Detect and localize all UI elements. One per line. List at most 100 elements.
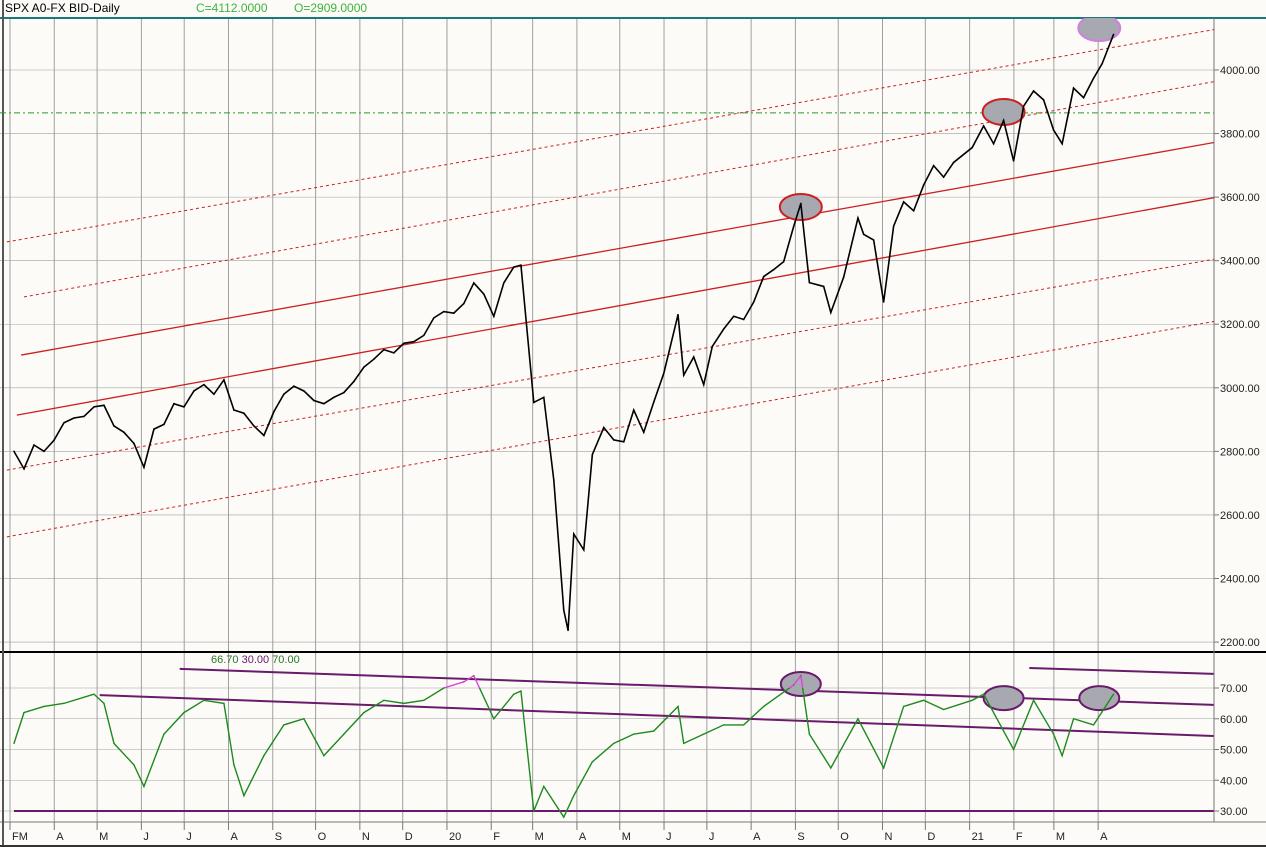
rsi-point [971, 699, 973, 701]
price-point [393, 352, 395, 354]
price-point [473, 282, 475, 284]
rsi-point [573, 794, 575, 797]
rsi-param-value: 66.70 [211, 654, 239, 666]
rsi-point [1112, 693, 1115, 695]
price-point [552, 479, 555, 481]
rsi-point [233, 764, 235, 766]
main-plot [0, 18, 1214, 632]
x-tick-label: A [579, 831, 587, 843]
rsi-point [763, 705, 765, 708]
price-point [1112, 33, 1115, 36]
rsi-point [1092, 724, 1095, 726]
price-point [13, 450, 15, 453]
rsi-point [473, 675, 475, 677]
rsi-point [223, 702, 225, 705]
price-point [830, 311, 832, 314]
x-tick-label: S [275, 831, 282, 843]
price-point [882, 301, 885, 303]
price-point [582, 549, 585, 551]
price-point [562, 609, 565, 612]
x-tick-label: N [885, 831, 893, 843]
rsi-point [1012, 748, 1015, 751]
x-tick-label: D [405, 831, 413, 843]
channel-dashed-line [6, 320, 1214, 538]
rsi-overbought-line [442, 673, 804, 688]
rsi-point [113, 742, 115, 745]
rsi-point [303, 718, 305, 720]
x-tick-label: FM [12, 831, 28, 843]
rsi-point [363, 711, 365, 714]
price-point [792, 225, 795, 228]
price-point [1101, 62, 1103, 65]
close-readout: C=4112.0000 [196, 1, 268, 15]
price-point [662, 372, 665, 375]
rsi-point [653, 730, 655, 732]
rsi-point [463, 681, 465, 683]
rsi-point [902, 705, 905, 708]
x-tick-label: O [318, 831, 327, 843]
y-tick-label: 3600.00 [1220, 192, 1260, 204]
x-tick-label: N [362, 831, 370, 843]
price-point [702, 383, 705, 386]
price-point [313, 399, 315, 402]
rsi-point [1052, 733, 1055, 735]
price-point [433, 317, 435, 319]
price-point [283, 393, 285, 395]
rsi-trend-line [99, 694, 1214, 737]
price-point [862, 233, 865, 236]
price-point [902, 201, 905, 203]
rsi-highlight-ellipse [982, 685, 1025, 712]
chart-title: SPX A0-FX BID-Daily [5, 1, 120, 15]
price-point [453, 312, 455, 314]
price-point [243, 412, 245, 415]
price-point [323, 402, 325, 405]
price-point [800, 202, 802, 205]
channel-solid-line [16, 197, 1214, 416]
price-point [912, 209, 915, 212]
price-point [373, 358, 375, 360]
price-point [612, 439, 615, 441]
rsi-point [243, 794, 245, 797]
highlight-ellipse [981, 97, 1026, 126]
price-point [423, 334, 425, 337]
price-point [123, 431, 125, 434]
x-tick-label: D [927, 831, 935, 843]
rsi-point [800, 675, 802, 677]
rsi-point [882, 767, 885, 769]
price-point [632, 409, 635, 411]
x-tick-label: A [56, 831, 64, 843]
x-tick-label: 20 [449, 831, 461, 843]
price-point [193, 390, 195, 392]
price-point [163, 423, 165, 426]
price-point [692, 356, 695, 358]
price-point [872, 239, 875, 241]
price-point [722, 328, 725, 330]
x-tick-label: M [1056, 831, 1065, 843]
y-tick-label: 3000.00 [1220, 383, 1260, 395]
price-point [483, 293, 485, 295]
price-point [223, 379, 225, 381]
price-point [463, 302, 465, 305]
rsi-point [1072, 718, 1075, 720]
price-point [263, 434, 265, 437]
rsi-tick-label: 40.00 [1220, 775, 1248, 787]
price-point [363, 366, 365, 368]
rsi-point [423, 699, 425, 701]
price-point [173, 402, 175, 405]
price-point [822, 285, 825, 288]
price-point [642, 431, 645, 434]
y-tick-label: 2200.00 [1220, 637, 1260, 649]
rsi-point [133, 764, 135, 766]
price-point [93, 406, 95, 408]
rsi-point [683, 742, 685, 745]
rsi-point [43, 705, 45, 708]
rsi-point [677, 705, 679, 708]
x-tick-label: J [143, 831, 149, 843]
x-tick-label: M [99, 831, 108, 843]
rsi-parameters: 66.70 30.00 70.00 [211, 654, 300, 666]
rsi-point [513, 693, 515, 695]
price-point [532, 401, 535, 404]
price-point [892, 225, 895, 227]
rsi-point [403, 702, 405, 705]
rsi-param-high: 70.00 [272, 654, 300, 666]
